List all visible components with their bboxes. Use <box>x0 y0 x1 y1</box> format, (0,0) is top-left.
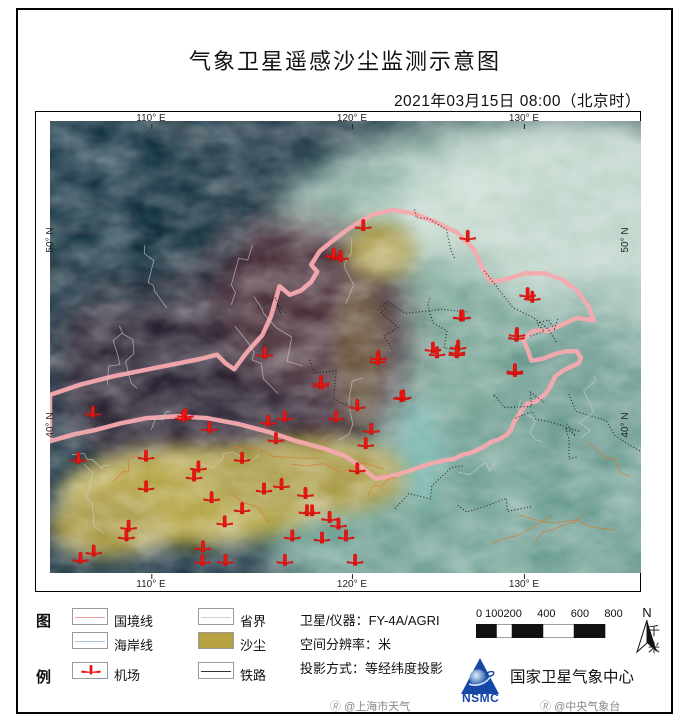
svg-text:N: N <box>642 606 651 620</box>
